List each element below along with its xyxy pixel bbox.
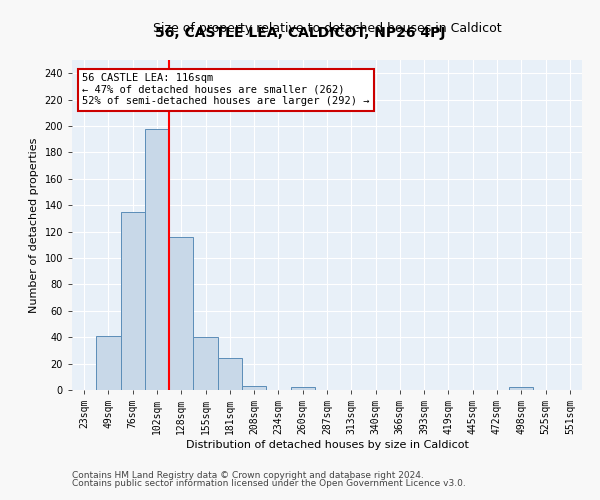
Bar: [242, 386, 266, 390]
Text: 56, CASTLE LEA, CALDICOT, NP26 4PJ: 56, CASTLE LEA, CALDICOT, NP26 4PJ: [155, 26, 445, 40]
Text: 56 CASTLE LEA: 116sqm
← 47% of detached houses are smaller (262)
52% of semi-det: 56 CASTLE LEA: 116sqm ← 47% of detached …: [82, 73, 370, 106]
Y-axis label: Number of detached properties: Number of detached properties: [29, 138, 39, 312]
Bar: [96, 336, 121, 390]
Bar: [145, 128, 169, 390]
Bar: [218, 358, 242, 390]
Bar: [121, 212, 145, 390]
Title: Size of property relative to detached houses in Caldicot: Size of property relative to detached ho…: [152, 22, 502, 35]
Bar: [169, 237, 193, 390]
Bar: [290, 388, 315, 390]
X-axis label: Distribution of detached houses by size in Caldicot: Distribution of detached houses by size …: [185, 440, 469, 450]
Bar: [193, 337, 218, 390]
Text: Contains HM Land Registry data © Crown copyright and database right 2024.: Contains HM Land Registry data © Crown c…: [72, 470, 424, 480]
Text: Contains public sector information licensed under the Open Government Licence v3: Contains public sector information licen…: [72, 479, 466, 488]
Bar: [509, 388, 533, 390]
